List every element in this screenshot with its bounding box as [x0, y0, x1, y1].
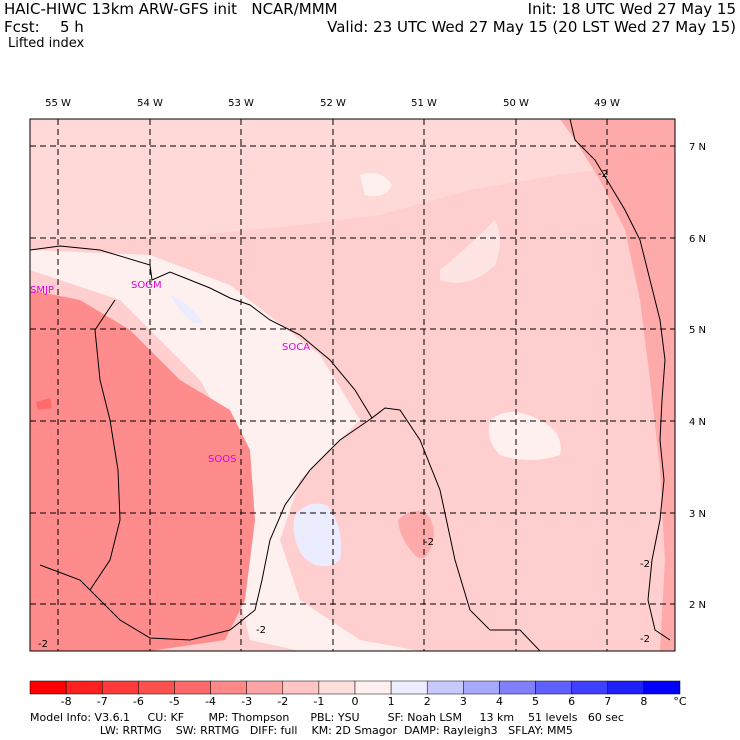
colorbar-swatch [29, 680, 67, 695]
colorbar-swatch [174, 680, 211, 695]
lat-label-6n: 6 N [689, 234, 706, 245]
model-info-line-2: LW: RRTMG SW: RRTMG DIFF: full KM: 2D Sm… [30, 724, 573, 737]
forecast-hour: 5 h [60, 18, 84, 36]
colorbar-swatch [426, 680, 464, 695]
colorbar-swatch [390, 680, 428, 695]
lon-label-50w: 50 W [503, 98, 529, 109]
colorbar-level: 3 [460, 695, 467, 708]
field-light-top [30, 119, 675, 240]
latlon-grid [30, 119, 675, 651]
model-title: HAIC-HIWC 13km ARW-GFS init NCAR/MMM [4, 0, 338, 18]
lon-label-54w: 54 W [137, 98, 163, 109]
colorbar-swatch [282, 680, 320, 695]
lat-label-7n: 7 N [689, 142, 706, 153]
field-blue-patch [293, 503, 342, 567]
lat-label-5n: 5 N [689, 325, 706, 336]
colorbar-level: -3 [241, 695, 252, 708]
colorbar-swatch [101, 680, 139, 695]
colorbar-swatch [138, 680, 175, 695]
plot-frame [29, 118, 676, 652]
contour-label: -2 [38, 639, 48, 650]
field-west-low [30, 290, 255, 651]
lon-label-55w: 55 W [45, 98, 71, 109]
station-sogm: SOGM [131, 280, 162, 291]
contour-label: -2 [640, 634, 650, 645]
filled-contours [30, 119, 675, 651]
colorbar-swatch [65, 680, 103, 695]
valid-time: Valid: 23 UTC Wed 27 May 15 (20 LST Wed … [327, 18, 736, 36]
lon-label-52w: 52 W [320, 98, 346, 109]
field-pale-patch-east [488, 411, 561, 460]
border-east [569, 119, 671, 641]
colorbar-swatch [535, 680, 572, 695]
field-name: Lifted index [8, 36, 85, 51]
border-south [39, 417, 373, 641]
colorbar-swatch [499, 680, 536, 695]
contour-label: -2 [598, 169, 608, 180]
colorbar-level: 4 [496, 695, 503, 708]
colorbar-level: -5 [169, 695, 180, 708]
field-pale-patch-north [360, 172, 392, 197]
lat-label-4n: 4 N [689, 417, 706, 428]
lon-label-53w: 53 W [228, 98, 254, 109]
boundaries [30, 119, 671, 651]
colorbar-swatch [246, 680, 284, 695]
station-smjp: SMJP [30, 285, 54, 296]
colorbar-level: 8 [640, 695, 647, 708]
colorbar-swatch [571, 680, 609, 695]
colorbar-level: 5 [532, 695, 539, 708]
colorbar-unit: °C [673, 695, 687, 708]
model-info-line-1: Model Info: V3.6.1 CU: KF MP: Thompson P… [30, 711, 624, 724]
colorbar-swatch [463, 680, 500, 695]
lat-label-2n: 2 N [689, 600, 706, 611]
colorbar-swatch [354, 680, 392, 695]
colorbar-swatch [607, 680, 645, 695]
colorbar-level: 7 [604, 695, 611, 708]
field-pale-patch-mid [440, 220, 500, 283]
forecast-label: Fcst: [4, 18, 40, 36]
border-west [89, 299, 121, 591]
colorbar-level: -8 [61, 695, 72, 708]
lat-label-3n: 3 N [689, 509, 706, 520]
colorbar-level: -2 [277, 695, 288, 708]
colorbar-level: 6 [568, 695, 575, 708]
colorbar-level: -1 [313, 695, 324, 708]
colorbar-level: -6 [133, 695, 144, 708]
colorbar-level: -7 [97, 695, 108, 708]
contour-label: -2 [256, 625, 266, 636]
colorbar-level: 2 [424, 695, 431, 708]
colorbar-level: 1 [388, 695, 395, 708]
contour-label: -2 [640, 559, 650, 570]
colorbar-level: 0 [352, 695, 359, 708]
colorbar-swatch [643, 680, 681, 695]
lon-label-49w: 49 W [594, 98, 620, 109]
station-soos: SOOS [208, 454, 236, 465]
field-east-band [560, 119, 675, 651]
station-soca: SOCA [282, 342, 310, 353]
coastline [30, 245, 541, 651]
field-dark-island [398, 511, 434, 559]
field-coastal-band [30, 250, 420, 651]
colorbar-level: -4 [205, 695, 216, 708]
colorbar-swatch [210, 680, 247, 695]
init-time: Init: 18 UTC Wed 27 May 15 [527, 0, 736, 18]
contour-label: -2 [424, 537, 434, 548]
colorbar-swatch [318, 680, 356, 695]
colorbar: -8 -7 -6 -5 -4 -3 -2 -1 0 1 2 3 4 5 6 7 8 °C [29, 680, 687, 708]
field-dark-spot [36, 398, 52, 410]
field-blue-patch-north [170, 295, 202, 324]
lon-label-51w: 51 W [411, 98, 437, 109]
